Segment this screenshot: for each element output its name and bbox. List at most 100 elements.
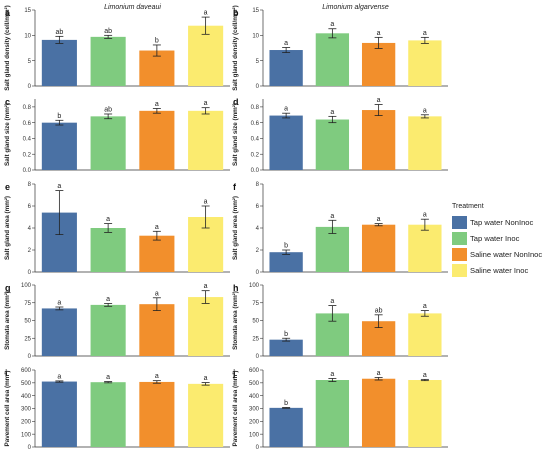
- y-tick-label: 0.8: [23, 105, 32, 111]
- y-tick-label: 400: [21, 394, 32, 400]
- bar: [269, 407, 303, 447]
- significance-letter: ab: [375, 307, 383, 314]
- y-tick-label: 5: [28, 59, 32, 65]
- significance-letter: ab: [104, 28, 112, 35]
- y-tick-label: 8: [256, 182, 260, 188]
- significance-letter: b: [284, 400, 288, 407]
- legend-item-tap-inoc: Tap water Inoc: [452, 230, 550, 246]
- bar: [408, 116, 442, 170]
- significance-letter: ab: [104, 106, 112, 113]
- bar: [361, 110, 396, 170]
- y-axis-label: Salt gland area (mm²): [232, 196, 239, 260]
- significance-letter: ab: [55, 29, 63, 36]
- legend-swatch: [452, 263, 467, 277]
- y-tick-label: 2: [256, 248, 260, 254]
- bar: [408, 313, 442, 356]
- bar: [361, 42, 396, 86]
- y-tick-label: 75: [252, 301, 259, 307]
- bar: [408, 40, 442, 86]
- significance-letter: a: [423, 303, 427, 310]
- bar: [408, 380, 442, 447]
- significance-letter: a: [423, 107, 427, 114]
- y-tick-label: 6: [256, 204, 260, 210]
- bar: [139, 235, 175, 272]
- bar: [315, 33, 350, 86]
- legend: Treatment Tap water NonInoc Tap water In…: [452, 203, 550, 278]
- bar: [41, 122, 77, 170]
- bar: [90, 36, 126, 86]
- y-tick-label: 0: [256, 84, 260, 90]
- y-tick-label: 500: [21, 381, 32, 387]
- bar: [90, 304, 126, 356]
- bar: [361, 378, 396, 447]
- y-tick-label: 0.8: [251, 105, 260, 111]
- panel-letter: h: [233, 283, 239, 293]
- significance-letter: a: [284, 106, 288, 113]
- bar: [188, 383, 224, 447]
- y-tick-label: 2: [28, 248, 32, 254]
- legend-label: Tap water NonInoc: [470, 217, 534, 227]
- significance-letter: a: [377, 216, 381, 223]
- y-tick-label: 100: [21, 283, 32, 289]
- y-tick-label: 0.4: [251, 137, 260, 143]
- y-tick-label: 600: [21, 368, 32, 374]
- panel-letter: c: [5, 97, 10, 107]
- y-tick-label: 200: [21, 420, 32, 426]
- y-tick-label: 0.6: [251, 121, 260, 127]
- y-tick-label: 0: [28, 270, 32, 276]
- y-tick-label: 15: [252, 8, 259, 14]
- panel-letter: a: [5, 8, 11, 18]
- y-tick-label: 10: [24, 34, 31, 40]
- legend-swatch: [452, 215, 467, 229]
- significance-letter: a: [155, 373, 159, 380]
- bar: [188, 297, 224, 356]
- y-tick-label: 0: [28, 445, 32, 451]
- bar: [269, 339, 303, 356]
- y-tick-label: 0.4: [23, 137, 32, 143]
- legend-label: Saline water Inoc: [470, 265, 529, 275]
- significance-letter: b: [155, 37, 159, 44]
- y-tick-label: 0.2: [23, 152, 32, 158]
- legend-title: Treatment: [452, 203, 484, 210]
- significance-letter: a: [377, 97, 381, 104]
- legend-swatch: [452, 231, 467, 245]
- y-axis-label: Stomata area (mm²): [232, 291, 239, 350]
- y-tick-label: 200: [249, 420, 260, 426]
- y-tick-label: 8: [28, 182, 32, 188]
- bar: [315, 226, 350, 272]
- bar: [315, 380, 350, 447]
- y-tick-label: 0: [28, 84, 32, 90]
- y-tick-label: 4: [256, 226, 260, 232]
- panel-letter: j: [232, 368, 236, 378]
- significance-letter: a: [106, 296, 110, 303]
- bar: [315, 119, 350, 170]
- y-tick-label: 300: [21, 407, 32, 413]
- significance-letter: a: [423, 212, 427, 219]
- y-tick-label: 0.2: [251, 152, 260, 158]
- significance-letter: a: [57, 300, 61, 307]
- y-tick-label: 10: [252, 34, 259, 40]
- y-tick-label: 6: [28, 204, 32, 210]
- significance-letter: a: [57, 373, 61, 380]
- significance-letter: a: [106, 374, 110, 381]
- bar: [90, 228, 126, 272]
- panel-letter: b: [233, 8, 239, 18]
- significance-letter: b: [57, 113, 61, 120]
- bar: [139, 304, 175, 356]
- significance-letter: a: [204, 100, 208, 107]
- y-tick-label: 5: [256, 59, 260, 65]
- legend-item-saline-inoc: Saline water Inoc: [452, 262, 550, 278]
- legend-item-saline-noninoc: Saline water NonInoc: [452, 246, 550, 262]
- y-tick-label: 0.0: [23, 168, 32, 174]
- y-axis-label: Salt gland density (cell/mm²): [4, 5, 11, 90]
- panel-letter: f: [233, 182, 237, 192]
- panel-letter: e: [5, 182, 10, 192]
- y-tick-label: 100: [249, 283, 260, 289]
- panel-title: Limonium algarvense: [322, 4, 389, 11]
- significance-letter: a: [155, 290, 159, 297]
- significance-letter: a: [204, 283, 208, 290]
- y-tick-label: 0: [256, 445, 260, 451]
- y-axis-label: Salt gland density (cell/mm²): [232, 5, 239, 90]
- significance-letter: b: [284, 243, 288, 250]
- significance-letter: a: [423, 30, 427, 37]
